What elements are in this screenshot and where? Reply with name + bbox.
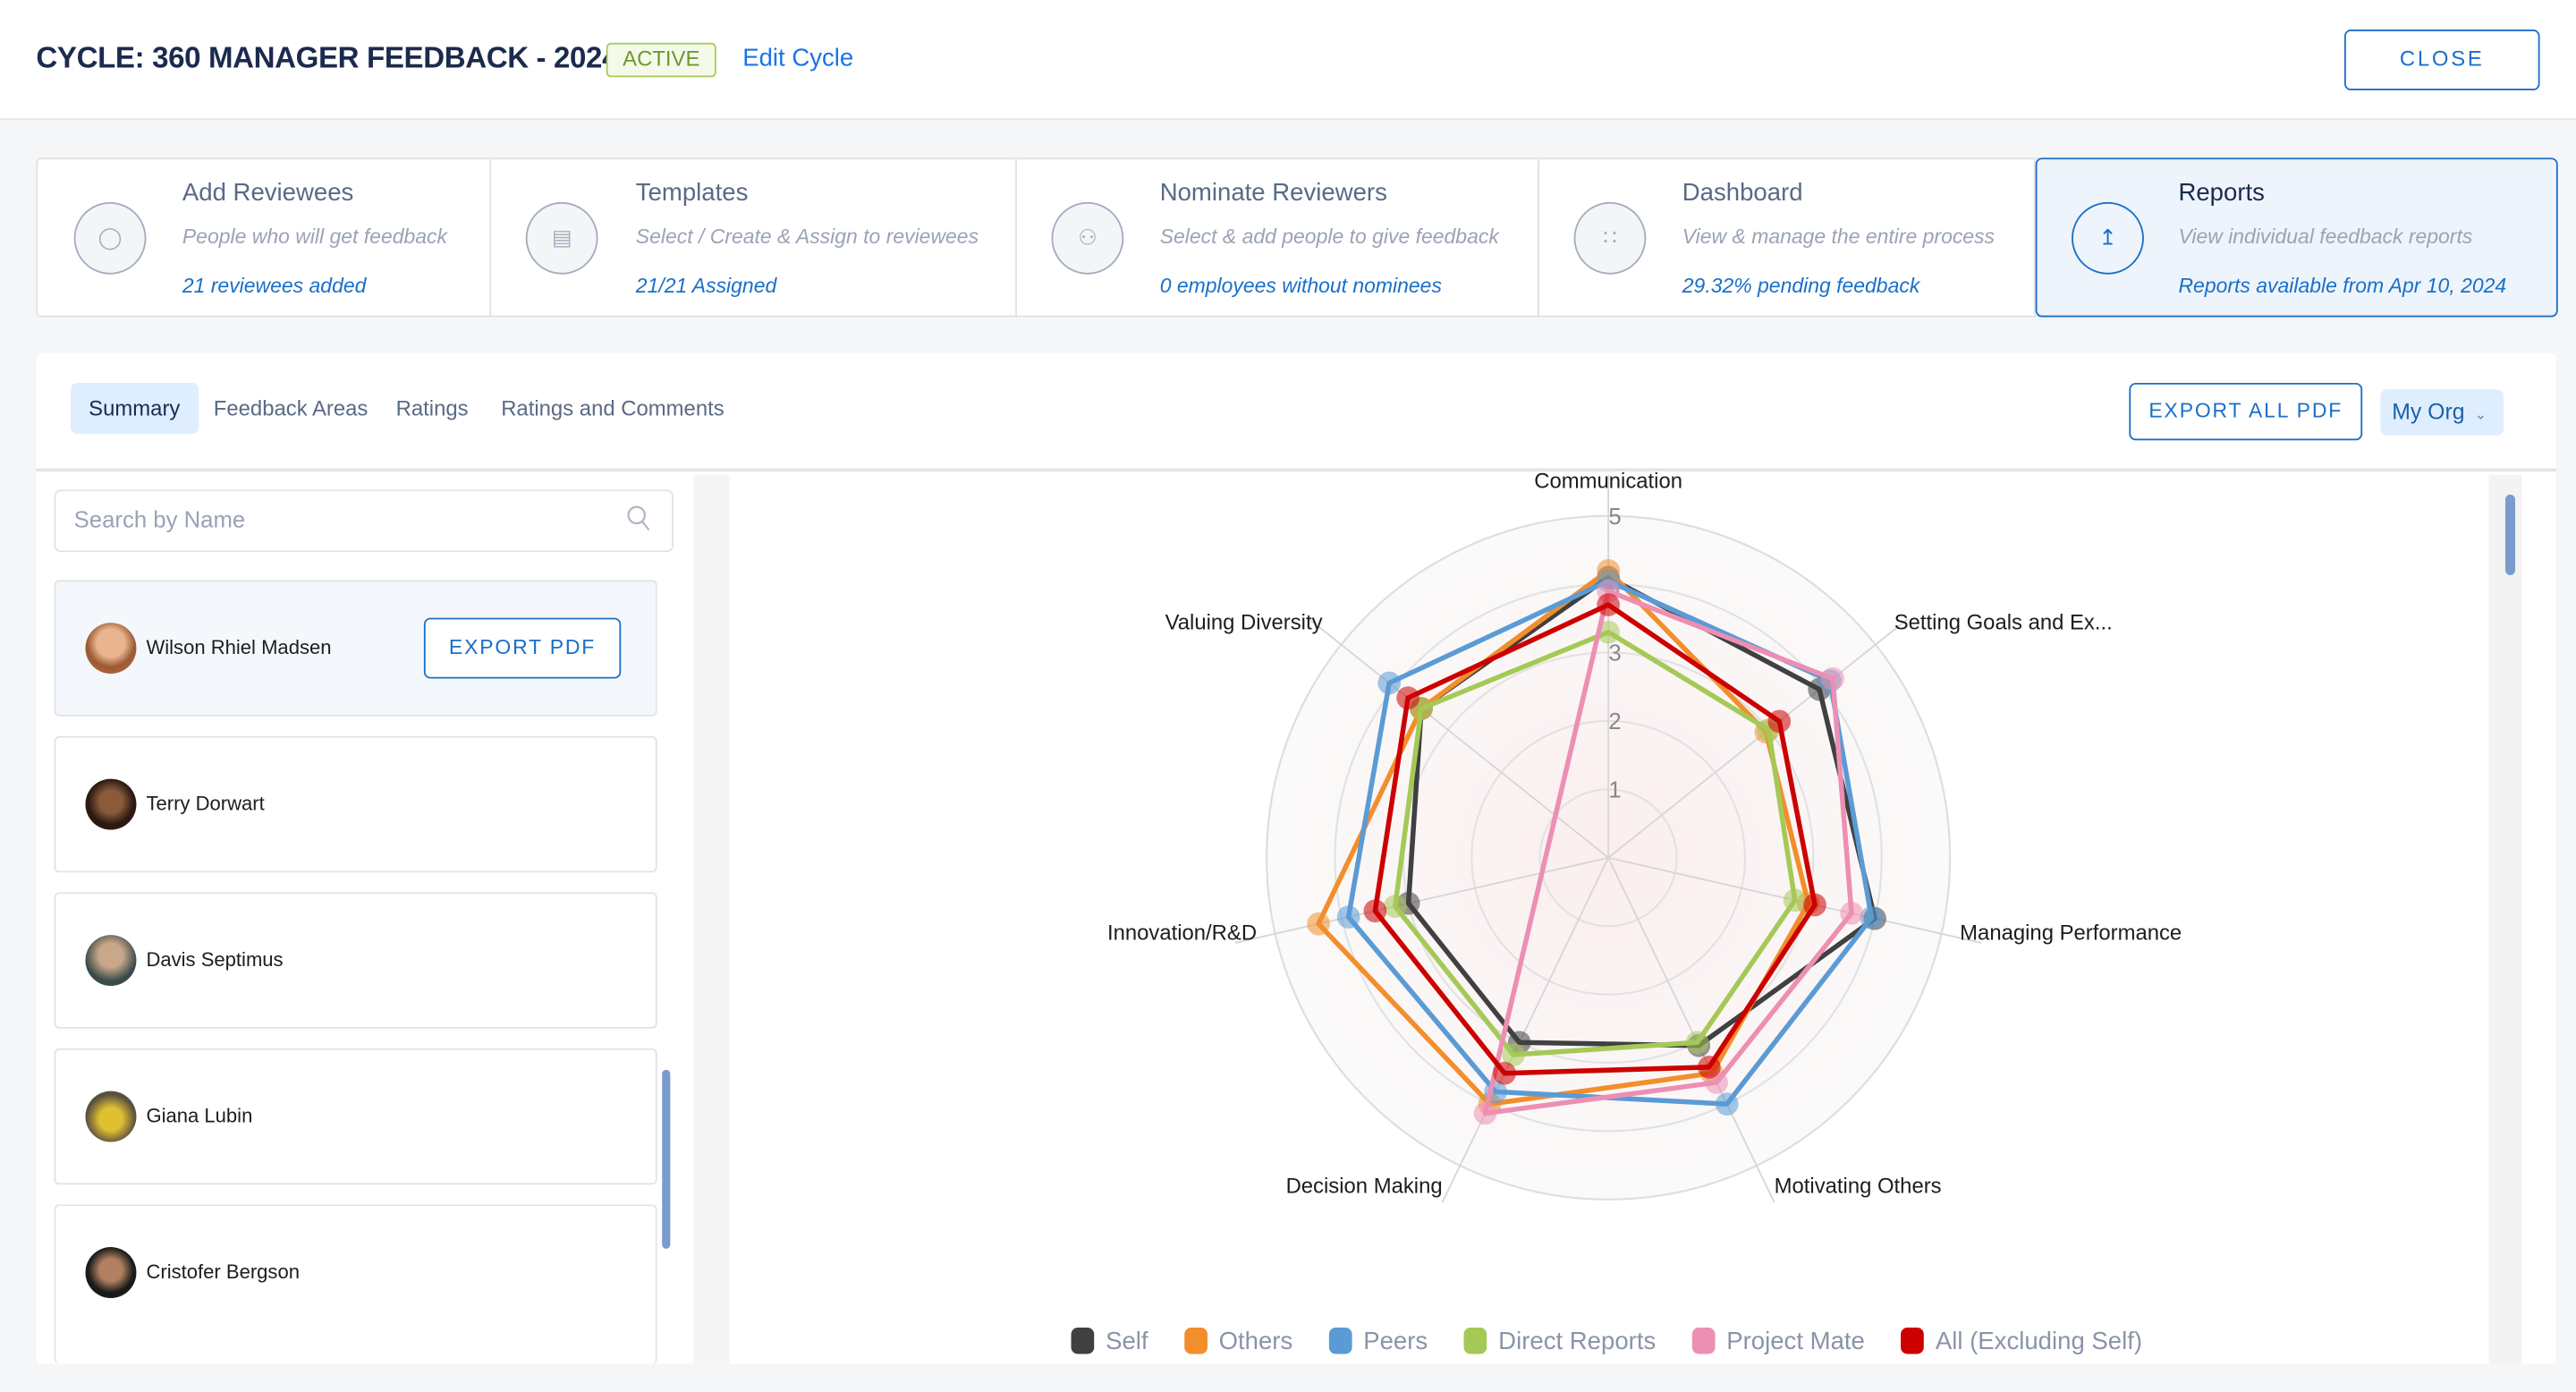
reviewee-name: Cristofer Bergson	[146, 1260, 300, 1284]
legend-swatch	[1071, 1328, 1095, 1354]
legend-swatch	[1328, 1328, 1352, 1354]
step-subtitle: Select & add people to give feedback	[1159, 225, 1499, 249]
legend-label: Project Mate	[1726, 1327, 1865, 1355]
panel-divider	[693, 474, 730, 1364]
chevron-down-icon: ⌄	[2474, 405, 2487, 423]
chart-area	[729, 474, 2489, 1364]
legend-item[interactable]: Direct Reports	[1463, 1324, 1657, 1357]
legend-item[interactable]: Peers	[1328, 1324, 1428, 1357]
reviewee-name: Terry Dorwart	[146, 792, 265, 816]
search-input[interactable]	[73, 505, 600, 533]
page-header: CYCLE: 360 MANAGER FEEDBACK - 2024 ACTIV…	[0, 0, 2576, 121]
users-icon: ⚇	[1051, 201, 1124, 275]
avatar	[85, 935, 137, 987]
page-title: CYCLE: 360 MANAGER FEEDBACK - 2024	[36, 40, 619, 74]
step-link[interactable]: 21/21 Assigned	[635, 274, 777, 298]
legend-swatch	[1901, 1328, 1925, 1354]
grid-icon: ∷	[1573, 201, 1647, 275]
export-pdf-button[interactable]: EXPORT PDF	[423, 617, 622, 679]
clipboard-icon: ▤	[525, 201, 598, 275]
step-link[interactable]: Reports available from Apr 10, 2024	[2178, 274, 2507, 298]
edit-cycle-link[interactable]: Edit Cycle	[742, 44, 854, 72]
legend-swatch	[1184, 1328, 1208, 1354]
reviewee-card[interactable]: Davis Septimus	[54, 892, 657, 1029]
reviewee-card[interactable]: Wilson Rhiel Madsen EXPORT PDF	[54, 580, 657, 717]
chart-line-icon: ↥	[2072, 201, 2144, 275]
search-icon[interactable]	[626, 505, 652, 534]
legend-item[interactable]: Others	[1184, 1324, 1292, 1357]
step-templates[interactable]: ▤ Templates Select / Create & Assign to …	[491, 159, 1017, 316]
legend-label: Self	[1106, 1327, 1148, 1355]
reviewee-name: Wilson Rhiel Madsen	[146, 635, 332, 659]
legend-swatch	[1463, 1328, 1487, 1354]
chart-scrollbar[interactable]	[2504, 494, 2515, 575]
chart-legend: Self Others Peers Direct Reports Project Mat…	[1071, 1324, 2179, 1357]
step-subtitle: People who will get feedback	[182, 225, 447, 249]
tab-feedback-areas[interactable]: Feedback Areas	[213, 395, 369, 421]
user-icon: ◯	[73, 201, 147, 275]
step-title: Templates	[635, 179, 749, 208]
legend-item[interactable]: Self	[1071, 1324, 1148, 1357]
legend-swatch	[1691, 1328, 1716, 1354]
report-panel: Summary Feedback Areas Ratings Ratings a…	[36, 352, 2556, 1364]
reviewee-card[interactable]: Giana Lubin	[54, 1048, 657, 1185]
step-link[interactable]: 21 reviewees added	[182, 274, 367, 298]
step-subtitle: View individual feedback reports	[2178, 225, 2473, 249]
tab-ratings[interactable]: Ratings	[395, 395, 469, 421]
legend-label: Direct Reports	[1498, 1327, 1657, 1355]
step-subtitle: Select / Create & Assign to reviewees	[635, 225, 979, 249]
search-box[interactable]	[54, 489, 674, 553]
avatar	[85, 623, 137, 675]
tab-bar: Summary Feedback Areas Ratings Ratings a…	[36, 353, 2556, 472]
legend-item[interactable]: Project Mate	[1691, 1324, 1865, 1357]
org-filter-value: My Org	[2392, 399, 2465, 424]
reviewee-card[interactable]: Terry Dorwart	[54, 735, 657, 873]
reviewee-name: Giana Lubin	[146, 1104, 253, 1127]
step-link[interactable]: 0 employees without nominees	[1159, 274, 1442, 298]
legend-label: All (Excluding Self)	[1935, 1327, 2143, 1355]
step-title: Add Reviewees	[182, 179, 354, 208]
step-add-reviewees[interactable]: ◯ Add Reviewees People who will get feed…	[38, 159, 492, 316]
step-title: Nominate Reviewers	[1159, 179, 1387, 208]
reviewee-card[interactable]: Cristofer Bergson	[54, 1204, 657, 1364]
step-link[interactable]: 29.32% pending feedback	[1682, 274, 1920, 298]
reviewee-name: Davis Septimus	[146, 947, 284, 972]
step-title: Reports	[2178, 179, 2265, 208]
list-scrollbar[interactable]	[662, 1069, 671, 1249]
export-all-pdf-button[interactable]: EXPORT ALL PDF	[2129, 382, 2363, 441]
avatar	[85, 778, 137, 830]
tab-ratings-and-comments[interactable]: Ratings and Comments	[501, 395, 724, 421]
legend-label: Peers	[1363, 1327, 1428, 1355]
step-title: Dashboard	[1682, 179, 1803, 208]
tab-summary[interactable]: Summary	[70, 382, 199, 434]
step-subtitle: View & manage the entire process	[1682, 225, 1996, 249]
step-nominate-reviewers[interactable]: ⚇ Nominate Reviewers Select & add people…	[1017, 159, 1539, 316]
legend-item[interactable]: All (Excluding Self)	[1901, 1324, 2142, 1357]
step-reports[interactable]: ↥ Reports View individual feedback repor…	[2035, 157, 2558, 318]
close-button[interactable]: CLOSE	[2343, 30, 2540, 91]
chart-scroll-track	[2488, 474, 2522, 1364]
org-filter-dropdown[interactable]: My Org ⌄	[2380, 389, 2504, 436]
process-steps: ◯ Add Reviewees People who will get feed…	[36, 157, 2558, 318]
status-badge: ACTIVE	[606, 42, 716, 78]
step-dashboard[interactable]: ∷ Dashboard View & manage the entire pro…	[1539, 159, 2036, 316]
legend-label: Others	[1218, 1327, 1293, 1355]
avatar	[85, 1247, 137, 1298]
avatar	[85, 1091, 137, 1142]
